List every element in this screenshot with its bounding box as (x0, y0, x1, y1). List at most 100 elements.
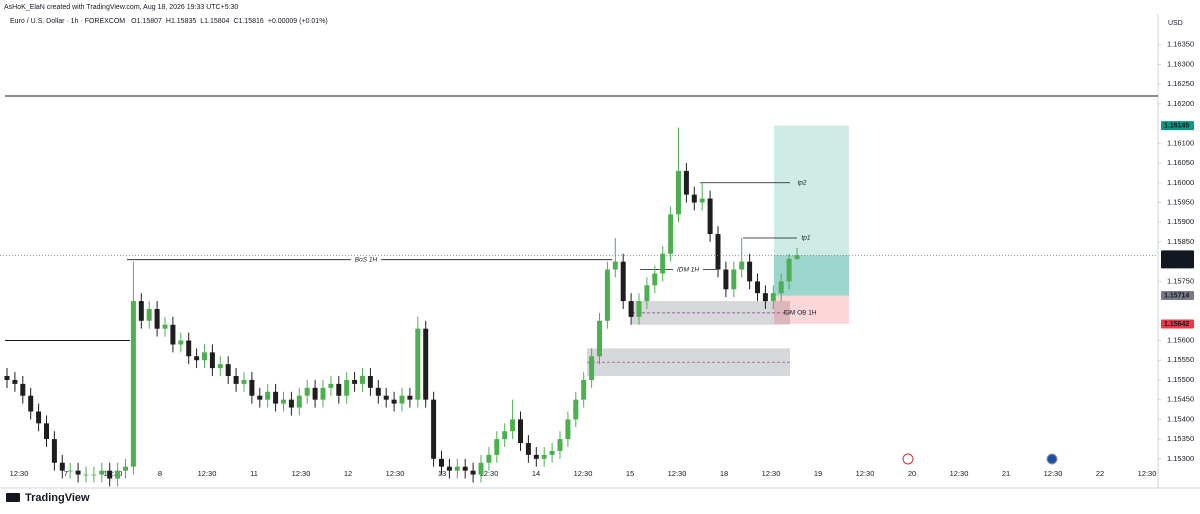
current-price-tag-bg (1161, 250, 1194, 269)
candle-body (288, 399, 294, 408)
candle-body (565, 419, 571, 440)
y-tick-label: 1.16100 (1167, 138, 1194, 147)
candle-body (770, 293, 776, 302)
candle-body (462, 466, 468, 471)
candle-body (612, 261, 618, 270)
zone (632, 301, 790, 325)
line-label-bg (672, 265, 704, 274)
candle-body (28, 395, 34, 412)
candle-body (59, 462, 65, 471)
candle-body (620, 261, 626, 302)
x-tick-label: 12:30 (856, 469, 875, 478)
candle-body (446, 466, 452, 471)
y-tick-label: 1.15600 (1167, 336, 1194, 345)
candle-body (107, 470, 113, 479)
x-tick-label: 12:30 (1044, 469, 1063, 478)
event-icon (902, 453, 914, 465)
candle-body (186, 340, 192, 357)
y-tick-label: 1.15550 (1167, 355, 1194, 364)
y-tick-label: 1.16000 (1167, 178, 1194, 187)
current-price-tag: 1.15816 (1164, 252, 1189, 259)
x-tick-label: 12:30 (104, 469, 123, 478)
x-tick-label: 12:30 (10, 469, 29, 478)
candle-body (225, 364, 231, 377)
x-tick-label: 12:30 (1138, 469, 1157, 478)
candle-body (67, 470, 73, 472)
x-tick-label: 12:30 (668, 469, 687, 478)
candle-body (423, 328, 429, 400)
x-tick-label: 20 (908, 469, 916, 478)
candle-body (170, 324, 176, 345)
y-tick-label: 1.15350 (1167, 434, 1194, 443)
position-stop (774, 295, 849, 324)
candle-body (715, 234, 721, 270)
candle-body (138, 301, 144, 321)
stop-tag-bg (1161, 319, 1194, 329)
candle-body (778, 281, 784, 294)
candle-body (502, 431, 508, 440)
y-tick-label: 1.15900 (1167, 217, 1194, 226)
candle-body (739, 261, 745, 270)
candle-body (217, 364, 223, 369)
candle-body (755, 281, 760, 294)
x-tick-label: 22 (1096, 469, 1104, 478)
candle-body (597, 320, 602, 357)
candle-body (486, 454, 492, 463)
candle-body (91, 474, 97, 476)
legend-value: L1.15804 (200, 18, 229, 25)
candle-body (707, 198, 713, 235)
candle-body (762, 293, 768, 302)
candle-body (352, 379, 358, 384)
candle-body (320, 387, 326, 400)
candle-body (233, 376, 239, 384)
candle-body (533, 454, 539, 459)
candle-body (660, 253, 666, 274)
y-tick-label: 1.15500 (1167, 375, 1194, 384)
x-tick-label: 12:30 (386, 469, 405, 478)
candle-body (265, 391, 271, 400)
candle-body (123, 466, 128, 471)
y-tick-label: 1.16250 (1167, 79, 1194, 88)
candle-body (676, 170, 681, 215)
x-tick-label: 14 (532, 469, 540, 478)
x-tick-label: 7 (64, 469, 68, 478)
candle-body (683, 170, 689, 195)
candle-body (360, 376, 365, 384)
candle-body (383, 395, 389, 400)
x-tick-label: 12:30 (198, 469, 217, 478)
candle-body (699, 198, 705, 203)
candle-body (257, 395, 263, 400)
x-tick-label: 12:30 (292, 469, 311, 478)
credit: AsHoK_ElaN created with TradingView.com,… (4, 4, 238, 11)
candle-body (723, 269, 729, 290)
candle-body (628, 301, 634, 317)
x-tick-label: 18 (720, 469, 728, 478)
candle-body (407, 395, 413, 400)
y-tick-label: 1.15950 (1167, 197, 1194, 206)
x-tick-label: 12:30 (480, 469, 499, 478)
candle-body (747, 261, 753, 282)
countdown: 56:24 (1168, 260, 1186, 267)
brand: TradingView (25, 492, 90, 504)
candle-body (399, 395, 405, 404)
candle-body (652, 273, 658, 286)
candle-body (549, 450, 555, 455)
candle-body (83, 474, 89, 476)
y-tick-label: 1.15400 (1167, 414, 1194, 423)
candle-body (20, 383, 26, 396)
y-tick-label: 1.16350 (1167, 40, 1194, 49)
candle-body (644, 285, 650, 302)
y-tick-label: 1.15750 (1167, 276, 1194, 285)
candle-body (249, 379, 255, 396)
y-tick-label: 1.15850 (1167, 237, 1194, 246)
candle-body (273, 391, 279, 404)
candle-body (510, 419, 516, 432)
x-tick-label: 12:30 (762, 469, 781, 478)
x-tick-label: 12:30 (950, 469, 969, 478)
candle-body (518, 419, 523, 444)
candle-body (44, 423, 49, 440)
candle-body (367, 376, 373, 388)
candle-body (130, 301, 136, 467)
y-tick-label: 1.15450 (1167, 395, 1194, 404)
candle-body (581, 379, 587, 400)
